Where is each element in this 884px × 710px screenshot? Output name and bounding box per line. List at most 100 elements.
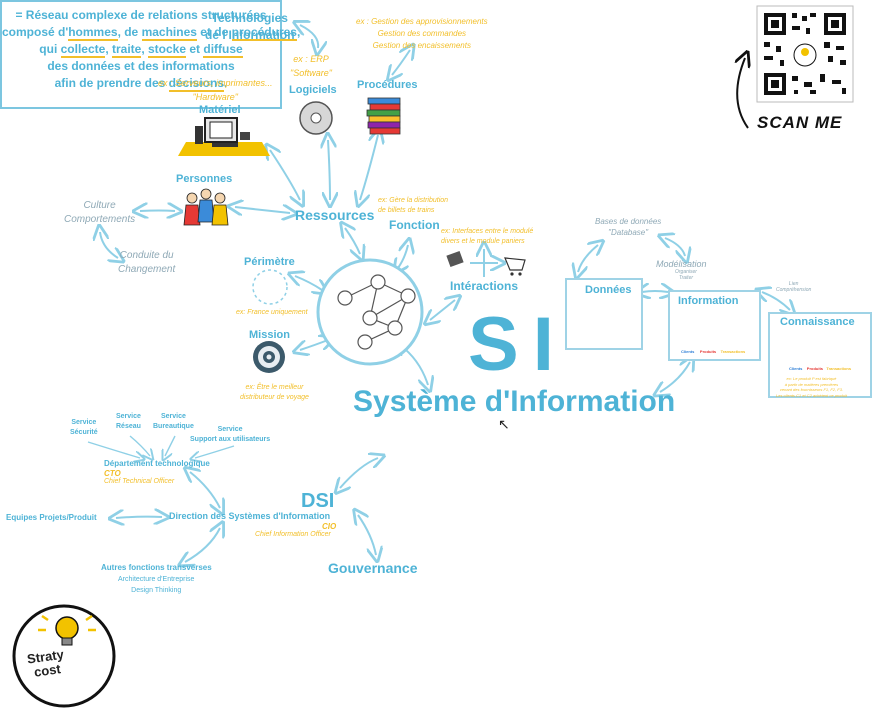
arrow-culture-personnes: [140, 211, 175, 212]
ex-connaissance: ex: Le produit P est fabriqué à partir d…: [776, 376, 847, 398]
ex-procedures: ex : Gestion des approvisionnements Gest…: [356, 17, 488, 50]
definition-keyword: traite: [111, 42, 142, 58]
network-graph: [337, 274, 416, 350]
conduite-label: Conduite du Changement: [118, 250, 176, 275]
service-reseau[interactable]: Service Réseau: [116, 413, 141, 430]
definition-keyword: collecte: [60, 42, 106, 58]
definition-text: ,: [105, 42, 112, 56]
definition-keyword: procédures: [231, 25, 297, 41]
information-legend: Clients Produits Transactions: [681, 349, 746, 354]
arrow-tech-logiciels: [300, 25, 318, 48]
arrow-personnes-ressources: [235, 207, 290, 213]
scan-arrow: [737, 58, 748, 129]
definition-text: .: [224, 76, 228, 90]
arrow-information-connaissance: [762, 292, 790, 310]
connaissance-legend: Clients Produits Transactions: [789, 366, 852, 371]
modelisation-label: Modélisation: [656, 259, 707, 269]
dsi-direction: Direction des Systèmes d'Information: [169, 511, 331, 521]
definition-line: composé d'hommes, de machines et de proc…: [2, 24, 300, 41]
definition-text: , de: [117, 25, 142, 39]
definition-keyword: décisions: [168, 76, 225, 92]
ex-fonction: ex: Gère la distribution de billets de t…: [378, 197, 449, 214]
arrow-materiel-ressources: [270, 150, 300, 200]
scan-me-label: SCAN ME: [757, 113, 843, 132]
service-securite[interactable]: Service Sécurité: [70, 419, 98, 436]
tech-title: Technologies de l'Information: [205, 11, 295, 42]
dept-cto-full: Chief Technical Officer: [104, 478, 175, 485]
autres-label: Autres fonctions transverses: [101, 563, 212, 572]
definition-text: et: [186, 42, 204, 56]
connaissance-label: Connaissance: [780, 316, 855, 328]
arrow-equipes-direction: [116, 517, 162, 518]
dsi-cio-full: Chief Information Officer: [255, 531, 331, 538]
ex-software: ex : ERP "Software": [290, 54, 332, 78]
definition-line: = Réseau complexe de relations structuré…: [2, 7, 280, 24]
dept-cto: CTO: [104, 469, 121, 478]
arrow-dept-direction: [190, 472, 220, 508]
ex-interactions: ex: Interfaces entre le modulé divers et…: [441, 228, 534, 245]
ressources-label: Ressources: [295, 207, 375, 223]
modelisation-sub: Organiser Traiter: [675, 269, 697, 281]
logo-text: Straty cost: [26, 646, 65, 680]
donnees-label: Données: [585, 284, 632, 296]
si-abbr: SI: [468, 302, 568, 387]
perimetre-label: Périmètre: [244, 256, 295, 268]
dsi-abbr: DSI: [301, 490, 335, 512]
definition-line: des données et des informations: [2, 58, 280, 75]
arrow-fonction-circle: [398, 245, 408, 268]
procedures-label: Procédures: [357, 79, 418, 91]
lien-sub: Lien Compréhension: [776, 281, 812, 293]
personnes-label: Personnes: [176, 173, 233, 185]
perimetre-circle: [252, 269, 288, 305]
arrow-db-modelisation: [665, 238, 685, 256]
computer-icon: [178, 117, 270, 156]
qr-code: [756, 5, 854, 103]
arrow-perimetre-circle: [295, 276, 322, 290]
arrow-logiciels-ressources: [328, 140, 330, 200]
definition-text: composé d': [2, 25, 69, 39]
ex-perimetre: ex: France uniquement: [236, 309, 308, 316]
definition-keyword: diffuse: [203, 42, 243, 58]
gouvernance-label: Gouvernance: [328, 560, 418, 576]
arrow-ressources-circle: [345, 228, 360, 254]
database-label: Bases de données "Database": [595, 217, 662, 237]
logo-badge: [12, 604, 116, 708]
definition-keyword: hommes: [68, 25, 118, 41]
cd-icon: [299, 101, 333, 135]
information-label: Information: [678, 295, 739, 307]
definition-line: afin de prendre des décisions.: [2, 75, 280, 92]
arrow-procedures-ressources: [360, 135, 378, 200]
arrow-db-donnees: [578, 245, 598, 272]
books-icon: [366, 97, 401, 135]
arrow-dsi-gouvernance: [358, 515, 376, 555]
definition-text: qui: [39, 42, 61, 56]
arrow-autres-direction: [185, 528, 220, 562]
materiel-label: Matériel: [199, 104, 241, 116]
people-icon: [183, 188, 229, 226]
service-support[interactable]: Service Support aux utilisateurs: [190, 426, 271, 443]
definition-keyword: machines: [141, 25, 197, 41]
information-box: [668, 290, 761, 361]
arrow-interactions-circle: [430, 300, 455, 320]
dsi-cio: CIO: [322, 522, 337, 531]
definition-text: et de: [196, 25, 232, 39]
mission-label: Mission: [249, 329, 290, 341]
arrow-information-title: [660, 362, 690, 392]
donnees-box: [565, 278, 643, 350]
interactions-label: Intéractions: [450, 279, 519, 293]
culture-label: Culture Comportements: [64, 200, 136, 225]
si-definition: = Réseau complexe de relations structuré…: [0, 0, 300, 109]
logiciels-label: Logiciels: [289, 84, 337, 96]
arrow-dsi-definition: [340, 458, 378, 488]
connaissance-box: [768, 312, 872, 398]
arrow-procedures-top: [392, 50, 410, 75]
definition-keyword: stocke: [148, 42, 187, 58]
service-bureautique[interactable]: Service Bureautique: [153, 413, 194, 430]
definition-line: qui collecte, traite, stocke et diffuse: [2, 41, 280, 58]
arrow-donnees-information: [642, 291, 668, 292]
cursor-icon: ↖: [498, 416, 510, 432]
target-icon: [253, 341, 285, 373]
definition-text: = Réseau complexe de relations structuré…: [15, 8, 267, 22]
si-title: Système d'Information: [353, 385, 676, 418]
equipes-label: Equipes Projets/Produit: [6, 513, 97, 522]
